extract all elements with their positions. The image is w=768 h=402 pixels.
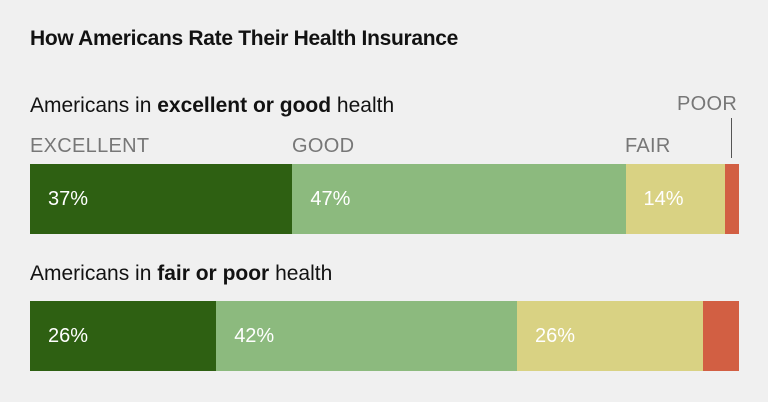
bar-segment-1-fair xyxy=(625,164,725,234)
bar-segment-2-fair xyxy=(516,301,704,371)
bar-segment-1-good xyxy=(292,164,626,234)
group-label-2: Americans in fair or poor health xyxy=(30,262,332,286)
group-label-2-prefix: Americans in xyxy=(30,262,158,285)
bar-value-label-2-excellent: 26% xyxy=(48,325,89,347)
group-label-1-bold: excellent or good xyxy=(157,94,332,117)
bar-value-label-1-excellent: 37% xyxy=(48,188,89,210)
category-label-good: GOOD xyxy=(292,135,355,157)
bar-value-label-2-good: 42% xyxy=(234,325,275,347)
bar-row-excellent-or-good: 37% 47% 14% xyxy=(30,164,739,234)
poor-leader-line xyxy=(731,118,732,158)
category-label-excellent: EXCELLENT xyxy=(30,135,150,157)
bar-row-fair-or-poor: 26% 42% 26% xyxy=(30,301,739,371)
bar-segment-1-poor xyxy=(724,164,739,234)
bar-segment-1-excellent xyxy=(30,164,293,234)
group-label-1-prefix: Americans in xyxy=(30,94,158,117)
category-label-poor: POOR xyxy=(677,93,738,115)
group-label-2-bold: fair or poor xyxy=(157,262,270,285)
bar-value-label-1-good: 47% xyxy=(310,188,351,210)
bar-segment-2-excellent xyxy=(30,301,217,371)
bar-value-label-1-fair: 14% xyxy=(643,188,684,210)
bar-segment-2-good xyxy=(216,301,517,371)
group-label-1: Americans in excellent or good health xyxy=(30,94,394,118)
category-label-fair: FAIR xyxy=(625,135,671,157)
chart-title: How Americans Rate Their Health Insuranc… xyxy=(30,27,459,50)
group-label-2-suffix: health xyxy=(269,262,333,285)
bar-value-label-2-fair: 26% xyxy=(534,325,576,347)
group-label-1-suffix: health xyxy=(331,94,395,117)
bar-segment-2-poor xyxy=(703,301,739,371)
